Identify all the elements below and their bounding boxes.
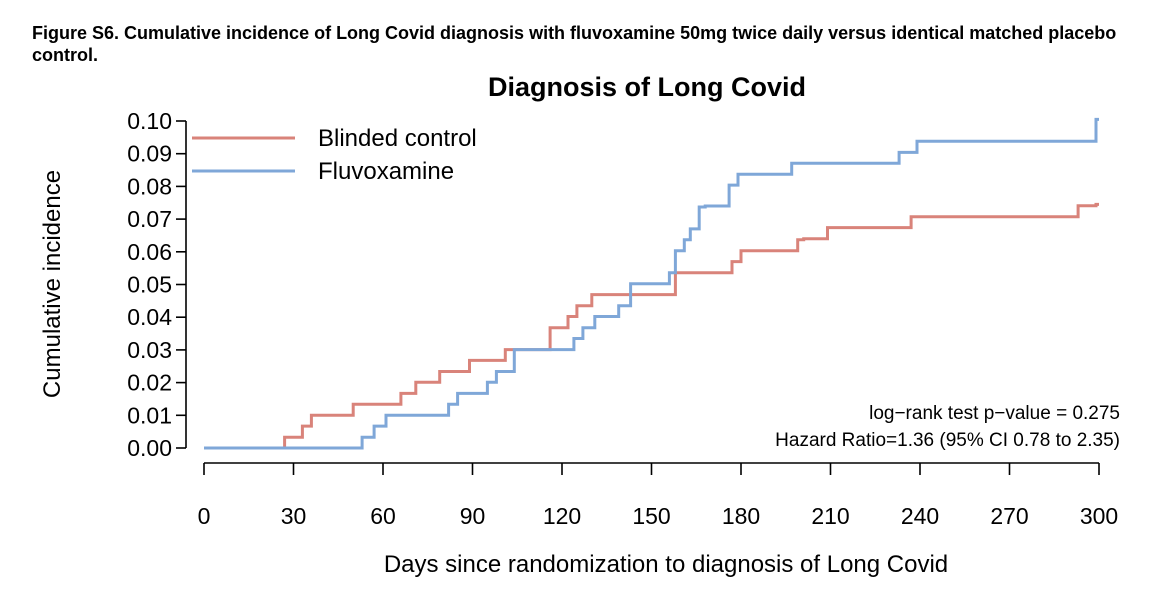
y-tick-label: 0.07 [127, 206, 172, 232]
x-tick-label: 240 [901, 503, 939, 529]
y-tick-label: 0.00 [127, 435, 172, 461]
legend-label: Fluvoxamine [318, 158, 454, 185]
x-tick-label: 300 [1080, 503, 1118, 529]
x-tick-label: 180 [722, 503, 760, 529]
y-axis: 0.00 0.01 0.02 0.03 0.04 0.05 0.06 0.07 0.08 0.09… [127, 108, 187, 461]
y-tick-label: 0.10 [127, 108, 172, 134]
x-tick-label: 120 [543, 503, 581, 529]
y-tick-label: 0.08 [127, 173, 172, 199]
x-tick-label: 210 [811, 503, 849, 529]
y-tick-label: 0.09 [127, 141, 172, 167]
logrank-annotation: log−rank test p−value = 0.275 [869, 403, 1120, 424]
x-tick-label: 90 [460, 503, 486, 529]
legend-label: Blinded control [318, 125, 477, 152]
x-axis: 0 30 60 90 120 150 180 210 240 270 300 [198, 462, 1118, 529]
series-layer [204, 117, 1099, 450]
control-step-line [204, 202, 1099, 450]
x-axis-label: Days since randomization to diagnosis of… [384, 551, 948, 578]
y-tick-label: 0.05 [127, 272, 172, 298]
x-tick-label: 30 [281, 503, 307, 529]
y-tick-label: 0.04 [127, 304, 172, 330]
legend: Blinded control Fluvoxamine [192, 125, 477, 185]
x-tick-label: 60 [370, 503, 396, 529]
x-tick-label: 0 [198, 503, 211, 529]
x-tick-label: 150 [632, 503, 670, 529]
figure-caption: Figure S6. Cumulative incidence of Long … [32, 23, 1117, 65]
chart-title: Diagnosis of Long Covid [488, 72, 806, 102]
hazard-ratio-annotation: Hazard Ratio=1.36 (95% CI 0.78 to 2.35) [775, 430, 1120, 451]
y-tick-label: 0.03 [127, 337, 172, 363]
y-tick-label: 0.02 [127, 370, 172, 396]
y-tick-label: 0.01 [127, 402, 172, 428]
fluvoxamine-step-line [204, 117, 1099, 450]
x-tick-label: 270 [990, 503, 1028, 529]
y-tick-label: 0.06 [127, 239, 172, 265]
y-axis-label: Cumulative incidence [39, 170, 66, 398]
